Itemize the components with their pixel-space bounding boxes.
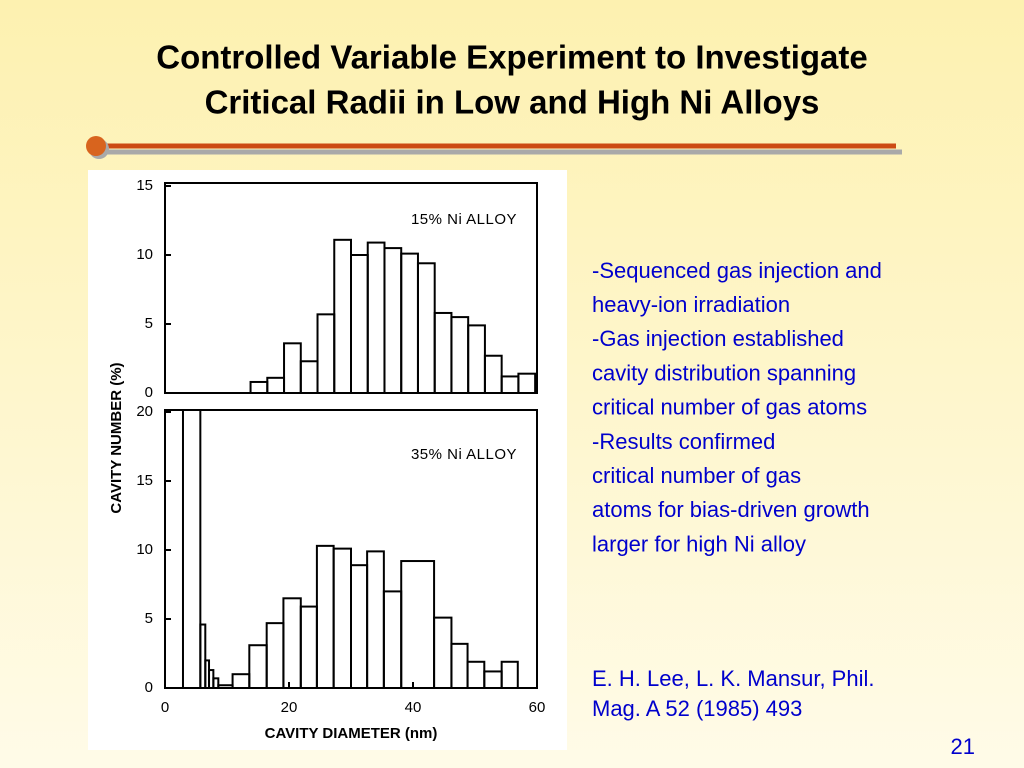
y-tick-label: 15: [136, 472, 153, 489]
x-tick-label: 20: [281, 699, 298, 716]
bar: [483, 354, 503, 393]
bar: [500, 660, 519, 688]
y-tick-label: 5: [145, 610, 153, 627]
page-number: 21: [951, 734, 975, 759]
bullet-line: -Results confirmed: [592, 429, 775, 454]
reference-line: Mag. A 52 (1985) 493: [592, 696, 802, 721]
y-tick-label: 10: [136, 246, 153, 263]
y-tick-label: 20: [136, 403, 153, 420]
bar: [212, 677, 220, 688]
slide-title: Controlled Variable Experiment to Invest…: [156, 39, 868, 76]
x-tick-label: 0: [161, 699, 169, 716]
slide-text: Controlled Variable Experiment to Invest…: [156, 39, 975, 759]
bullet-line: heavy-ion irradiation: [592, 292, 790, 317]
bullet-line: larger for high Ni alloy: [592, 531, 806, 556]
x-tick-label: 60: [529, 699, 546, 716]
x-tick-label: 40: [405, 699, 422, 716]
bar: [181, 410, 202, 688]
slide-title: Critical Radii in Low and High Ni Alloys: [205, 84, 820, 121]
bullet-line: atoms for bias-driven growth: [592, 497, 870, 522]
bars: [249, 238, 537, 393]
y-tick-label: 5: [145, 315, 153, 332]
chart-annotation: 35% Ni ALLOY: [411, 446, 517, 463]
bars: [181, 410, 519, 688]
bar: [517, 372, 537, 393]
y-tick-label: 0: [145, 384, 153, 401]
x-axis-label: CAVITY DIAMETER (nm): [265, 725, 438, 742]
bullet-line: critical number of gas atoms: [592, 395, 867, 420]
y-tick-label: 15: [136, 177, 153, 194]
bullet-line: cavity distribution spanning: [592, 360, 856, 385]
figure-panel: [88, 170, 567, 750]
bar: [199, 623, 207, 688]
bullet-line: -Sequenced gas injection and: [592, 258, 882, 283]
rule-dot: [86, 136, 106, 156]
y-axis-label: CAVITY NUMBER (%): [108, 362, 125, 513]
charts: 0 5 10 15 15% Ni ALLOY CAVITY NUMBER (%) 0 5 10 1…: [108, 177, 545, 742]
y-tick-label: 10: [136, 541, 153, 558]
bullet-line: -Gas injection established: [592, 326, 844, 351]
bullet-line: critical number of gas: [592, 463, 801, 488]
reference-line: E. H. Lee, L. K. Mansur, Phil.: [592, 666, 874, 691]
chart-annotation: 15% Ni ALLOY: [411, 211, 517, 228]
y-tick-label: 0: [145, 679, 153, 696]
